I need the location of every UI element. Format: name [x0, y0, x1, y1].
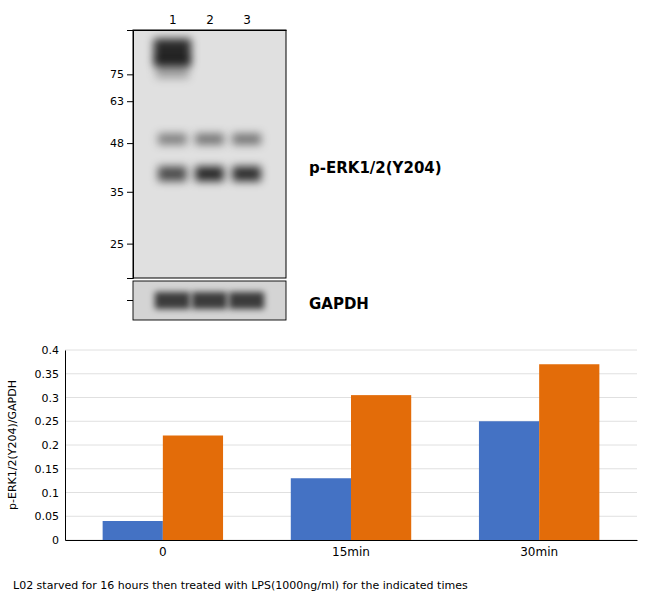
band [195, 166, 224, 181]
tick: 75 [110, 68, 133, 81]
tick: 0 [52, 534, 65, 547]
bands [155, 292, 264, 309]
lane-axis: 1 2 3 [134, 13, 287, 31]
series-label: GAPDH [309, 295, 369, 313]
bar [291, 478, 351, 540]
band [155, 292, 190, 309]
tick: 35 [110, 186, 133, 199]
tick-label: 0 [159, 545, 167, 559]
axis-line [66, 540, 638, 541]
gel-background [133, 30, 286, 278]
tick-label: 25 [110, 238, 124, 251]
band [195, 134, 224, 145]
tick: 2 [206, 13, 214, 30]
tick: 0.4 [42, 344, 66, 357]
tick-label: 75 [110, 68, 124, 81]
bar [163, 436, 223, 541]
tick: 15min [332, 540, 370, 559]
y-axis: 0 0.05 0.1 0.15 0.2 0.25 0.3 0.35 0.4 [35, 344, 66, 547]
figure: 75 63 48 35 25 1 2 3 p-ERK1/2(Y204) GAPDH 0 0.05 0.1… [0, 0, 650, 597]
grid-line [65, 350, 637, 351]
tick-mark [127, 192, 133, 193]
band [232, 134, 261, 145]
gel: 75 63 48 35 25 1 2 3 [110, 13, 287, 279]
strip-tick [127, 300, 133, 301]
bar-chart: 0 0.05 0.1 0.15 0.2 0.25 0.3 0.35 0.4 0 15min 30min [35, 344, 638, 559]
tick-label: 0.25 [35, 415, 60, 428]
tick-label: 0.05 [35, 510, 60, 523]
tick-mark [127, 74, 133, 75]
tick-label: 0.2 [42, 439, 60, 452]
tick-label: 0.35 [35, 368, 60, 381]
tick-mark [127, 143, 133, 144]
tick-label: 0.15 [35, 463, 60, 476]
tick-label: 35 [110, 186, 124, 199]
band [229, 292, 264, 309]
tick: 63 [110, 95, 133, 108]
tick: 0.05 [35, 510, 66, 523]
strip-frame [133, 281, 286, 320]
tick-label: 2 [206, 13, 214, 27]
tick-label: 0.3 [42, 392, 60, 405]
axis-line [134, 30, 287, 31]
tick-mark [127, 244, 133, 245]
tick-label: 15min [332, 545, 370, 559]
y-axis-title: p-ERK1/2(Y204)/GAPDH [6, 380, 19, 510]
bands [154, 39, 261, 182]
bars [103, 364, 600, 540]
bar [479, 421, 539, 540]
tick: 0.15 [35, 463, 66, 476]
tick: 1 [169, 13, 177, 30]
band [232, 166, 261, 181]
tick-label: 48 [110, 137, 124, 150]
tick: 0.3 [42, 392, 66, 405]
band [156, 56, 189, 78]
tick-label: 63 [110, 95, 124, 108]
tick: 3 [243, 13, 251, 30]
x-axis: 0 15min 30min [66, 540, 638, 559]
tick-mark [127, 101, 133, 102]
tick-label: 0.4 [42, 344, 60, 357]
tick-label: 3 [243, 13, 251, 27]
tick-label: 30min [520, 545, 558, 559]
strip-background [133, 281, 286, 320]
grid [65, 350, 637, 540]
bar [351, 395, 411, 540]
tick: 0.2 [42, 439, 66, 452]
strip [127, 281, 286, 320]
band [158, 134, 187, 145]
tick: 0.25 [35, 415, 66, 428]
mw-axis: 75 63 48 35 25 [110, 31, 134, 279]
tick: 0.35 [35, 368, 66, 381]
bar [103, 521, 163, 540]
tick: 0 [159, 540, 167, 559]
axis-line [65, 351, 66, 541]
series-label: p-ERK1/2(Y204) [309, 159, 442, 177]
tick-label: 0 [52, 534, 59, 547]
tick: 25 [110, 238, 133, 251]
band [192, 292, 227, 309]
tick: 48 [110, 137, 133, 150]
band [158, 166, 187, 181]
gel-frame [133, 30, 286, 278]
bar [539, 364, 599, 540]
tick: 30min [520, 540, 558, 559]
tick-label: 0.1 [42, 487, 60, 500]
caption: L02 starved for 16 hours then treated wi… [13, 579, 468, 592]
tick: 0.1 [42, 487, 66, 500]
tick-label: 1 [169, 13, 177, 27]
axis-line [127, 31, 134, 279]
